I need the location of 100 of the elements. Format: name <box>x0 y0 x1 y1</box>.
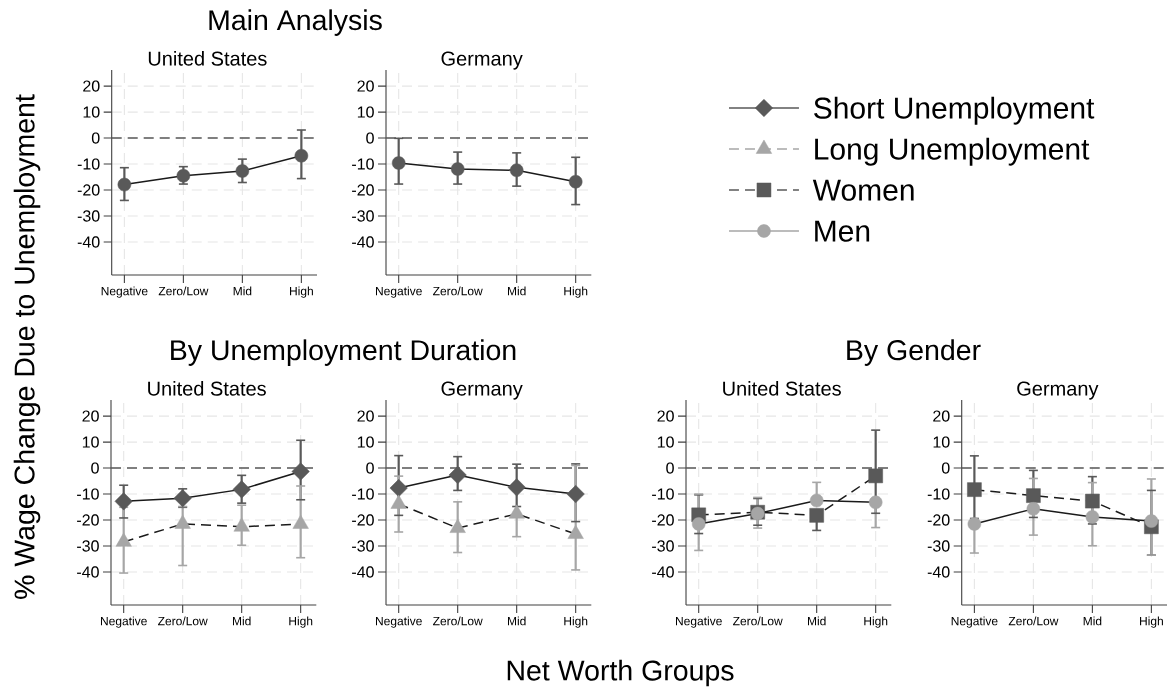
x-tick-label: Mid <box>233 286 252 296</box>
point <box>174 514 191 529</box>
y-tick-label: -40 <box>352 236 374 248</box>
point <box>117 177 132 192</box>
x-axis-title: Net Worth Groups <box>507 659 734 687</box>
legend-label: Long Unemployment <box>815 137 1090 166</box>
point <box>1026 502 1041 516</box>
point <box>291 462 310 481</box>
point <box>115 532 132 547</box>
y-tick-label: -20 <box>77 514 99 526</box>
y-tick-label: -40 <box>652 566 674 578</box>
chart-subtitle: Germany <box>1017 381 1099 400</box>
y-tick-label: 20 <box>357 80 374 92</box>
y-tick-label: -40 <box>77 236 100 248</box>
y-tick-label: 10 <box>82 436 99 448</box>
y-tick-label: 0 <box>91 132 100 144</box>
x-tick-label: Negative <box>676 616 722 628</box>
x-tick-label: Negative <box>101 286 148 298</box>
x-tick-label: Mid <box>808 616 826 626</box>
chart-subtitle: United States <box>723 380 841 396</box>
point <box>294 148 309 163</box>
x-tick-label: Zero/Low <box>433 286 483 296</box>
chart-title: By Gender <box>847 339 981 366</box>
y-tick-label: 0 <box>941 462 950 474</box>
point <box>1085 493 1100 509</box>
x-tick-label: High <box>289 616 313 628</box>
x-tick-label: Negative <box>100 616 147 628</box>
x-tick-label: Zero/Low <box>158 286 209 296</box>
x-tick-label: Zero/Low <box>1008 616 1059 626</box>
y-tick-label: -20 <box>652 514 674 526</box>
y-tick-label: -10 <box>652 488 674 500</box>
y-tick-label: 20 <box>357 410 374 422</box>
point <box>868 468 883 484</box>
chart-subtitle: Germany <box>441 51 523 70</box>
y-tick-label: -20 <box>77 184 100 196</box>
y-tick-label: 20 <box>933 410 950 422</box>
y-tick-label: 10 <box>933 436 950 448</box>
x-tick-label: Mid <box>1083 616 1102 626</box>
y-tick-label: -40 <box>927 566 950 578</box>
point <box>868 495 883 510</box>
point <box>391 156 406 170</box>
x-tick-label: Negative <box>375 286 422 298</box>
y-tick-label: 20 <box>657 410 674 422</box>
chart-subtitle: Germany <box>441 381 523 400</box>
y-tick-label: -30 <box>352 210 374 222</box>
x-tick-label: Mid <box>232 616 251 626</box>
y-tick-label: 10 <box>357 436 374 448</box>
point <box>235 164 250 178</box>
point <box>450 162 465 176</box>
point <box>509 163 524 178</box>
legend-label: Men <box>815 220 870 242</box>
chart-subtitle: United States <box>148 50 267 66</box>
point <box>568 174 583 189</box>
y-tick-label: 10 <box>83 106 100 118</box>
point <box>1085 510 1100 524</box>
x-tick-label: Negative <box>951 616 998 628</box>
y-tick-label: -30 <box>77 540 99 552</box>
point <box>967 482 982 497</box>
y-tick-label: -10 <box>77 158 100 170</box>
y-tick-label: 0 <box>366 132 374 144</box>
y-tick-label: -40 <box>77 566 99 578</box>
chart-title: Main Analysis <box>209 9 382 36</box>
point <box>809 508 824 523</box>
x-tick-label: High <box>564 616 588 628</box>
point <box>1144 514 1159 528</box>
y-tick-label: 20 <box>83 80 100 92</box>
x-tick-label: High <box>290 286 313 298</box>
point <box>809 493 824 508</box>
y-tick-label: -30 <box>77 210 100 222</box>
point <box>292 514 309 529</box>
point <box>967 517 982 531</box>
x-tick-label: High <box>564 286 588 298</box>
y-tick-label: -20 <box>927 514 950 526</box>
x-tick-label: Mid <box>507 286 526 296</box>
x-tick-label: Mid <box>507 616 526 626</box>
y-tick-label: 10 <box>357 106 374 118</box>
y-tick-label: 0 <box>666 462 674 474</box>
point <box>1026 488 1041 503</box>
y-tick-label: -10 <box>352 488 374 500</box>
y-tick-label: -30 <box>927 540 950 552</box>
point <box>173 489 192 508</box>
y-tick-label: -10 <box>927 488 950 500</box>
x-tick-label: Negative <box>375 616 422 628</box>
legend-label: Women <box>812 179 914 201</box>
y-tick-label: -30 <box>652 540 674 552</box>
x-tick-label: Zero/Low <box>158 616 208 626</box>
y-tick-label: -30 <box>352 540 374 552</box>
y-tick-label: -20 <box>352 514 374 526</box>
y-tick-label: 10 <box>657 436 674 448</box>
y-tick-label: -40 <box>352 566 374 578</box>
point <box>114 492 133 511</box>
point <box>232 480 251 499</box>
y-axis-title: % Wage Change Due to Unemployment <box>13 94 41 599</box>
x-tick-label: High <box>864 616 888 628</box>
y-tick-label: -20 <box>352 184 374 196</box>
y-tick-label: 20 <box>82 410 99 422</box>
chart-subtitle: United States <box>148 380 266 396</box>
legend-label: Short Unemployment <box>814 96 1095 125</box>
y-tick-label: -10 <box>77 488 99 500</box>
x-tick-label: Zero/Low <box>733 616 783 626</box>
